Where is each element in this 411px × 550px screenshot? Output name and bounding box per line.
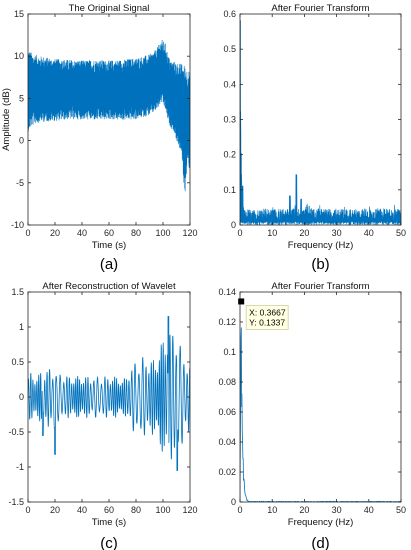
subfigure-caption: (c) — [100, 535, 118, 550]
y-tick-label: 15 — [14, 9, 24, 19]
y-tick-label: 0.08 — [218, 377, 236, 387]
y-tick-label: 0.3 — [223, 115, 236, 125]
axes-frame — [239, 291, 402, 503]
y-tick-label: 0.1 — [223, 185, 236, 195]
x-tick-label: 80 — [131, 505, 141, 515]
y-tick-label: 5 — [19, 93, 24, 103]
y-axis-label: Amplitude (dB) — [1, 88, 12, 151]
x-tick-label: 30 — [332, 228, 342, 238]
x-tick-label: 50 — [396, 228, 406, 238]
x-tick-label: 20 — [299, 505, 309, 515]
x-tick-label: 40 — [77, 505, 87, 515]
x-tick-label: 0 — [25, 228, 30, 238]
y-tick-label: 0.02 — [218, 467, 236, 477]
subfigure-caption: (b) — [311, 256, 329, 273]
x-tick-label: 50 — [396, 505, 406, 515]
y-tick-label: 0 — [231, 497, 236, 507]
y-tick-label: 0.5 — [223, 44, 236, 54]
series-line — [28, 316, 190, 471]
chart-panel-4: 0 10 20 30 40 50 0 0.02 0.04 0.06 0.08 0.1 0.12 0.14 A… — [218, 281, 406, 550]
chart-panel-3: 0 20 40 60 80 100 120 -1.5 -1 -0.5 0 0.5 1 1.5 After R… — [8, 281, 197, 550]
x-tick-label: 80 — [131, 228, 141, 238]
chart-title: After Fourier Transform — [271, 281, 369, 292]
y-tick-label: 0.12 — [218, 317, 236, 327]
y-tick-label: 0.06 — [218, 407, 236, 417]
x-tick-label: 0 — [237, 505, 242, 515]
datatip-background — [245, 305, 289, 330]
y-tick-label: 0.1 — [223, 347, 236, 357]
x-tick-label: 60 — [104, 228, 114, 238]
y-tick-label: 1 — [19, 322, 24, 332]
y-tick-label: 1.5 — [11, 287, 24, 297]
x-axis-label: Frequency (Hz) — [288, 517, 353, 528]
y-tick-label: 0 — [19, 136, 24, 146]
subfigure-caption: (a) — [100, 256, 118, 273]
plot-area — [240, 14, 401, 225]
y-tick-label: 0 — [19, 392, 24, 402]
y-tick-label: 0 — [231, 220, 236, 230]
x-tick-label: 40 — [77, 228, 87, 238]
y-tick-label: 0.4 — [223, 79, 236, 89]
x-tick-label: 100 — [155, 505, 170, 515]
y-tick-label: 0.5 — [11, 357, 24, 367]
x-tick-label: 40 — [364, 505, 374, 515]
y-tick-label: 0.04 — [218, 437, 236, 447]
x-tick-label: 30 — [332, 505, 342, 515]
x-tick-label: 120 — [182, 505, 197, 515]
y-tick-label: -1 — [16, 462, 24, 472]
x-tick-label: 60 — [104, 505, 114, 515]
chart-title: After Fourier Transform — [271, 3, 369, 14]
x-tick-label: 40 — [364, 228, 374, 238]
x-tick-label: 100 — [155, 228, 170, 238]
x-tick-label: 120 — [182, 228, 197, 238]
datatip-x-label: X: 0.3667 — [249, 307, 286, 317]
chart-panel-2: 0 10 20 30 40 50 0 0.1 0.2 0.3 0.4 0.5 0.6 After Four… — [223, 3, 406, 273]
chart-title: The Original Signal — [69, 3, 150, 14]
x-axis-label: Time (s) — [92, 517, 126, 528]
y-tick-label: -0.5 — [8, 427, 24, 437]
y-tick-label: 0.2 — [223, 150, 236, 160]
series-line — [240, 20, 401, 225]
y-tick-label: 10 — [14, 51, 24, 61]
subfigure-caption: (d) — [311, 535, 329, 550]
chart-panel-1: 0 20 40 60 80 100 120 -10 -5 0 5 10 15 The Original S… — [1, 3, 198, 273]
y-tick-label: 0.6 — [223, 9, 236, 19]
x-axis-label: Frequency (Hz) — [288, 240, 353, 251]
datatip-y-label: Y: 0.1337 — [249, 317, 285, 327]
x-tick-label: 0 — [237, 228, 242, 238]
x-axis-label: Time (s) — [92, 240, 126, 251]
chart-title: After Reconstruction of Wavelet — [42, 281, 176, 292]
y-tick-label: -10 — [11, 220, 24, 230]
series-line — [28, 39, 190, 192]
y-tick-label: 0.14 — [218, 287, 236, 297]
x-tick-label: 10 — [267, 228, 277, 238]
x-tick-label: 20 — [50, 228, 60, 238]
y-tick-label: -1.5 — [8, 497, 24, 507]
x-tick-label: 20 — [50, 505, 60, 515]
datatip-marker[interactable] — [238, 298, 245, 305]
y-tick-label: -5 — [16, 178, 24, 188]
x-tick-label: 20 — [299, 228, 309, 238]
x-tick-label: 0 — [25, 505, 30, 515]
x-tick-label: 10 — [267, 505, 277, 515]
